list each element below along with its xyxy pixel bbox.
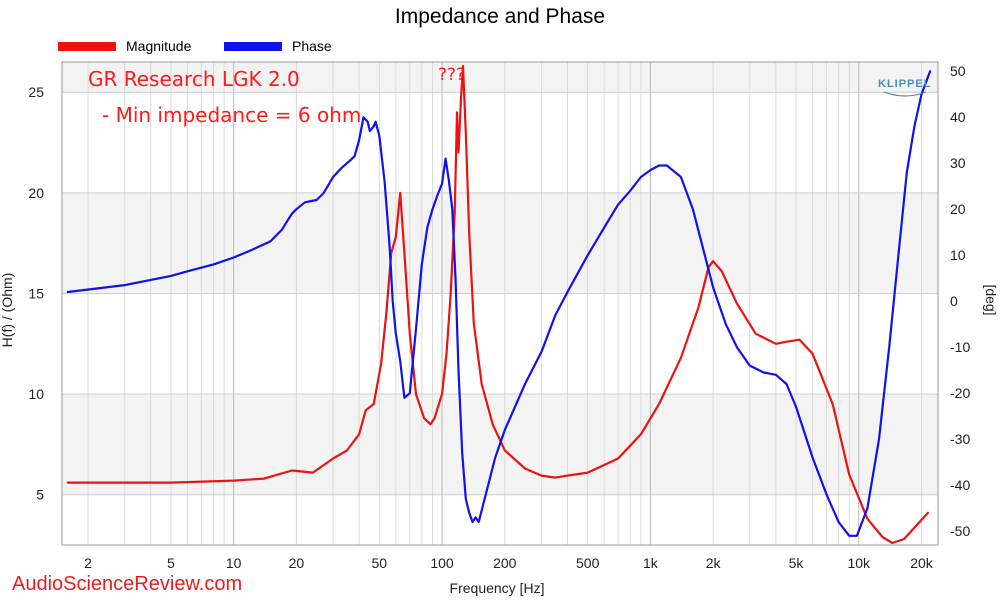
logo-text: KLIPPEL (878, 78, 931, 90)
right-y-tick-label: -40 (950, 477, 970, 493)
legend-swatch-magnitude (58, 42, 116, 51)
right-y-tick-label: 30 (950, 155, 966, 171)
klippel-logo: KLIPPEL (878, 78, 931, 97)
plot-band (62, 62, 938, 93)
left-y-tick-label: 20 (28, 185, 44, 201)
x-tick-labels: 2 5 10 20 50 100 200 500 1k 2k 5k 10k 20k (84, 555, 934, 571)
right-y-tick-label: -10 (950, 339, 970, 355)
right-y-tick-labels: 50 40 30 20 10 0 -10 -20 -30 -40 -50 (950, 63, 970, 539)
x-tick-label: 20k (910, 555, 934, 571)
right-y-tick-label: -50 (950, 523, 970, 539)
left-y-tick-label: 25 (28, 84, 44, 100)
right-y-axis-label: [deg] (983, 284, 999, 315)
annotation-question-marks: ??? (438, 65, 465, 85)
annotations: GR Research LGK 2.0 - Min impedance = 6 … (88, 65, 465, 127)
x-axis-label: Frequency [Hz] (450, 580, 545, 596)
legend-label-phase: Phase (292, 38, 332, 54)
watermark: AudioScienceReview.com (12, 573, 242, 595)
right-y-tick-label: 20 (950, 201, 966, 217)
right-y-tick-label: 10 (950, 247, 966, 263)
left-y-tick-labels: 5 10 15 20 25 (28, 84, 44, 503)
x-tick-label: 2k (706, 555, 722, 571)
chart-title: Impedance and Phase (395, 5, 605, 28)
right-y-tick-label: -30 (950, 431, 970, 447)
right-y-tick-label: 50 (950, 63, 966, 79)
left-y-tick-label: 15 (28, 285, 44, 301)
x-tick-label: 2 (84, 555, 92, 571)
right-y-tick-label: -20 (950, 385, 970, 401)
plot-background (62, 62, 938, 545)
annotation-speaker-name: GR Research LGK 2.0 (88, 67, 300, 91)
x-tick-label: 20 (289, 555, 305, 571)
series-line-magnitude (66, 64, 930, 545)
series-layer (66, 64, 932, 545)
plot-band (62, 192, 938, 294)
legend-label-magnitude: Magnitude (126, 38, 192, 54)
series-line-phase (66, 70, 932, 537)
x-tick-label: 10 (226, 555, 242, 571)
x-tick-label: 100 (430, 555, 454, 571)
x-tick-label: 50 (372, 555, 388, 571)
plot-frame (61, 61, 939, 546)
x-tick-label: 5 (167, 555, 175, 571)
grid-lines (62, 62, 938, 545)
x-tick-label: 500 (576, 555, 600, 571)
right-y-tick-label: 40 (950, 109, 966, 125)
x-tick-label: 5k (789, 555, 805, 571)
legend-swatch-phase (224, 42, 282, 51)
legend: Magnitude Phase (58, 38, 332, 54)
logo-swoosh (883, 91, 927, 97)
x-tick-label: 10k (847, 555, 871, 571)
x-tick-label: 200 (493, 555, 517, 571)
right-y-tick-label: 0 (950, 293, 958, 309)
left-y-axis-label: H(f) / (Ohm) (0, 273, 15, 348)
left-y-tick-label: 10 (28, 386, 44, 402)
annotation-min-impedance: - Min impedance = 6 ohm (102, 103, 361, 127)
left-y-tick-label: 5 (36, 487, 44, 503)
x-tick-label: 1k (643, 555, 659, 571)
